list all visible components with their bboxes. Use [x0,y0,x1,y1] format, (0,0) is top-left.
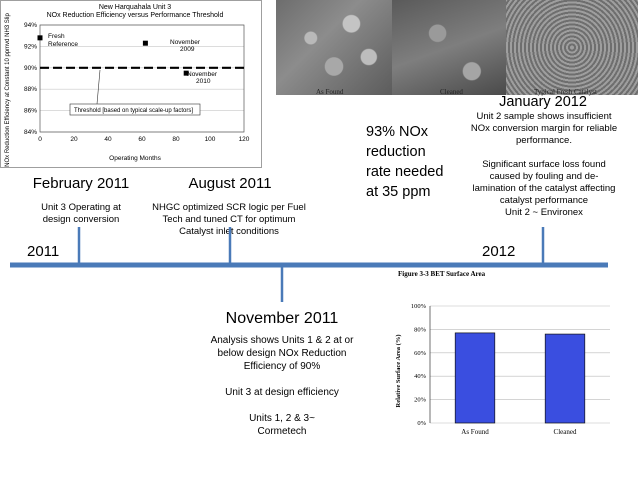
event-desc-feb-2011: Unit 3 Operating at design conversion [24,202,138,226]
catalyst-photo-strip: As Found Cleaned Typical Fresh Catalyst [276,0,638,96]
event-line: Units 1, 2 & 3~ [249,413,315,424]
chart-title-line1: New Harquahala Unit 3 [99,4,171,11]
annotation-nov2010-2: 2010 [196,78,211,85]
event-line: Tech and tuned CT for optimum [162,214,296,225]
event-line: Unit 3 Operating at [41,202,121,213]
year-label-2011: 2011 [27,243,60,260]
event-line: NHGC optimized SCR logic per Fuel [152,202,306,213]
threshold-label: Threshold [based on typical scale-up fac… [74,108,193,114]
event-line: Significant surface loss found [482,159,606,170]
timeline [10,227,608,302]
bet-y-tick-label: 100% [411,303,427,310]
event-line: design conversion [42,214,120,225]
chart-ylabel: NOx Reduction Efficiency at Constant 10 … [5,13,11,167]
note-line: reduction [366,144,426,160]
bet-category-label: As Found [461,428,489,436]
y-tick-label: 86% [24,108,37,115]
event-line: Analysis shows Units 1 & 2 at or [210,335,354,346]
photo-cleaned: Cleaned [392,0,506,96]
bet-y-tick-label: 20% [414,397,427,404]
annotation-fresh-2: Reference [48,41,78,48]
event-line: Cormetech [257,426,307,437]
event-line: Unit 2 sample shows insufficient [476,111,612,122]
year-label-2012: 2012 [482,243,516,260]
bet-y-tick-label: 80% [414,326,427,333]
annotation-fresh-1: Fresh [48,33,65,40]
photo-label-cleaned: Cleaned [440,88,463,96]
photo-label-as-found: As Found [316,88,344,96]
event-line [454,147,634,159]
note-line: rate needed [366,164,444,180]
chart-xlabel: Operating Months [109,155,161,162]
chart-frame [0,0,262,168]
event-line: below design NOx Reduction [217,348,347,359]
event-line [194,399,370,412]
chart-title-line2: NOx Reduction Efficiency versus Performa… [47,12,224,19]
annotation-nov2009-2: 2009 [180,46,195,53]
photo-as-found: As Found [276,0,392,96]
event-line: catalyst performance [499,195,589,206]
event-desc-jan-2012: Unit 2 sample shows insufficient NOx con… [454,111,634,219]
annotation-nov2009-1: November [170,39,201,46]
x-tick-label: 120 [239,136,250,143]
note-line: 93% NOx [366,124,429,140]
x-tick-label: 0 [38,136,42,143]
nox-efficiency-chart: New Harquahala Unit 3 NOx Reduction Effi… [0,0,262,168]
x-tick-label: 40 [104,136,112,143]
photo-label-fresh: Typical Fresh Catalyst [534,88,597,96]
data-point [183,70,189,76]
x-tick-label: 100 [205,136,216,143]
nox-requirement-note: 93% NOx reduction rate needed at 35 ppm [366,122,458,202]
event-line: Unit 2 ~ Environex [505,207,583,218]
data-point [37,35,43,41]
y-tick-label: 88% [24,86,37,93]
data-point [142,40,148,46]
event-line: Efficiency of 90% [243,361,321,372]
bet-chart-title: Figure 3-3 BET Surface Area [398,270,486,278]
event-line: performance. [516,135,572,146]
y-tick-label: 94% [24,22,37,29]
x-tick-label: 80 [172,136,180,143]
bet-y-tick-label: 60% [414,350,427,357]
bet-bar [544,333,586,424]
annotation-nov2010-1: November [187,71,218,78]
bet-chart-bars: As Found Cleaned [454,332,586,436]
plot-area [39,24,245,133]
bet-y-tick-label: 40% [414,373,427,380]
event-line: Unit 3 at design efficiency [225,387,339,398]
chart-marks [37,35,244,76]
y-tick-label: 92% [24,43,37,50]
event-date-jan-2012: January 2012 [499,94,587,110]
x-tick-label: 20 [70,136,78,143]
threshold-pointer [96,69,101,105]
event-line: NOx conversion margin for reliable [470,123,618,134]
event-line [194,373,370,386]
photo-fresh-catalyst: Typical Fresh Catalyst [506,0,638,96]
bet-surface-area-chart: Figure 3-3 BET Surface Area Relative Sur… [395,270,610,436]
y-tick-label: 90% [24,65,37,72]
event-date-feb-2011: February 2011 [32,175,130,192]
note-line: at 35 ppm [366,184,431,200]
event-desc-nov-2011: Analysis shows Units 1 & 2 at or below d… [194,334,370,438]
y-tick-label: 84% [24,129,37,136]
bet-chart-ylabel: Relative Surface Area (%) [395,335,402,408]
event-date-nov-2011: November 2011 [225,310,339,327]
threshold-callout-box [69,103,201,116]
x-tick-label: 60 [138,136,146,143]
bet-y-tick-label: 0% [417,420,426,427]
event-line: caused by fouling and de- [489,171,599,182]
event-line: lamination of the catalyst affecting [472,183,616,194]
chart-axes: 84% 86% 88% 90% 92% 94% 0 20 40 60 80 100 120 [24,22,250,143]
event-date-aug-2011: August 2011 [188,175,272,192]
bet-bar [454,332,496,424]
bet-category-label: Cleaned [554,428,577,436]
